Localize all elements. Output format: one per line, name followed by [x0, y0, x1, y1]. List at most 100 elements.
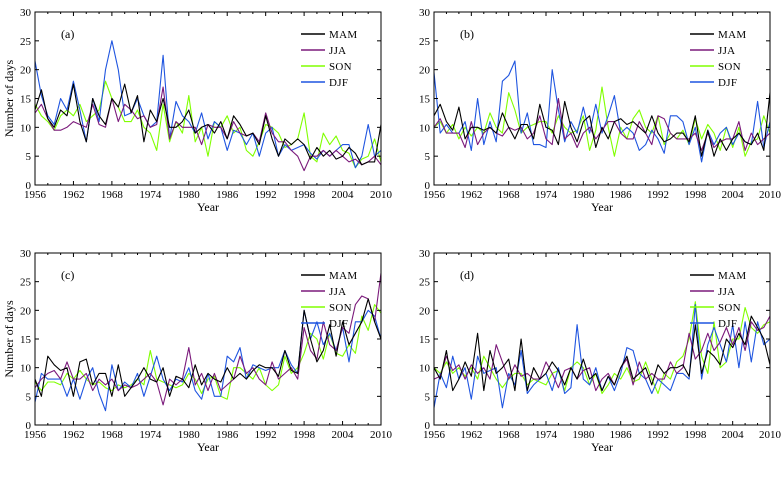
x-tick-label: 2010	[759, 189, 782, 201]
panel-label: (d)	[460, 268, 474, 282]
legend-label-son: SON	[329, 302, 352, 314]
x-tick-label: 2004	[332, 189, 355, 201]
series-line-mam	[34, 83, 382, 166]
x-tick-label: 1974	[139, 429, 162, 441]
x-tick-label: 1956	[423, 189, 446, 201]
x-tick-label: 1980	[178, 429, 201, 441]
y-tick-label: 5	[26, 151, 32, 163]
y-tick-label: 30	[419, 7, 431, 19]
legend: MAM JJA SON DJF	[301, 270, 357, 330]
x-tick-label: 1956	[24, 189, 47, 201]
x-tick-label: 1986	[610, 429, 633, 441]
x-tick-label: 1974	[535, 189, 558, 201]
legend-label-jja: JJA	[329, 286, 346, 298]
legend-label-jja: JJA	[718, 45, 735, 57]
series-lines	[34, 273, 382, 412]
x-axis-title: Year	[197, 200, 219, 214]
y-tick-label: 25	[20, 36, 32, 48]
series-line-son	[433, 86, 771, 157]
y-tick-label: 0	[26, 180, 32, 192]
x-tick-label: 1998	[684, 429, 707, 441]
series-line-son	[34, 80, 382, 169]
y-tick-label: 0	[425, 420, 431, 432]
x-tick-label: 1998	[684, 189, 707, 201]
x-tick-label: 1968	[101, 429, 124, 441]
legend-label-djf: DJF	[329, 77, 348, 89]
x-tick-label: 1968	[498, 189, 521, 201]
legend-label-mam: MAM	[329, 270, 357, 282]
legend-label-djf: DJF	[718, 318, 737, 330]
panel-c: 1956 1962 1968 1974 1980 1986 1992 1998 2004 2010…	[2, 248, 393, 454]
x-tick-label: 1986	[216, 189, 239, 201]
y-tick-label: 5	[425, 391, 431, 403]
legend-label-mam: MAM	[718, 270, 746, 282]
x-tick-label: 2004	[722, 189, 745, 201]
x-tick-label: 1992	[255, 189, 277, 201]
y-tick-label: 10	[419, 122, 431, 134]
y-tick-label: 0	[26, 420, 32, 432]
panel-b: 1956 1962 1968 1974 1980 1986 1992 1998 2004 2010…	[419, 7, 782, 214]
x-axis-title: Year	[591, 440, 613, 454]
y-axis-title: Number of days	[2, 60, 16, 138]
panel-label: (b)	[460, 27, 474, 41]
series-lines	[433, 301, 771, 409]
series-lines	[433, 60, 771, 163]
panel-d: 1956 1962 1968 1974 1980 1986 1992 1998 2004 2010…	[419, 248, 782, 454]
x-tick-label: 2010	[759, 429, 782, 441]
x-tick-label: 1998	[293, 429, 316, 441]
x-tick-label: 1980	[572, 189, 595, 201]
y-tick-label: 10	[20, 122, 32, 134]
series-line-djf	[433, 60, 771, 163]
legend-label-son: SON	[718, 61, 741, 73]
legend-label-djf: DJF	[718, 77, 737, 89]
x-tick-label: 2010	[370, 429, 393, 441]
x-tick-label: 1974	[535, 429, 558, 441]
series-line-jja	[34, 86, 382, 172]
y-tick-label: 15	[419, 94, 431, 106]
y-tick-label: 30	[419, 248, 431, 260]
series-lines	[34, 40, 382, 172]
y-tick-label: 20	[419, 305, 431, 317]
panel-label: (c)	[61, 268, 74, 282]
x-tick-label: 1974	[139, 189, 162, 201]
series-line-son	[433, 301, 771, 395]
y-tick-label: 5	[425, 151, 431, 163]
x-tick-label: 1992	[647, 189, 669, 201]
x-tick-label: 1986	[610, 189, 633, 201]
y-tick-label: 25	[20, 277, 32, 289]
x-tick-label: 1980	[572, 429, 595, 441]
y-tick-label: 20	[20, 65, 32, 77]
series-line-mam	[433, 315, 771, 392]
x-tick-label: 1962	[62, 189, 84, 201]
legend-label-jja: JJA	[329, 45, 346, 57]
x-tick-label: 1980	[178, 189, 201, 201]
x-tick-label: 1968	[101, 189, 124, 201]
y-tick-label: 30	[20, 248, 32, 260]
y-tick-label: 30	[20, 7, 32, 19]
y-tick-label: 5	[26, 391, 32, 403]
series-line-mam	[433, 92, 771, 157]
series-line-jja	[433, 315, 771, 392]
x-tick-label: 1962	[460, 189, 482, 201]
legend: MAM JJA SON DJF	[301, 29, 357, 89]
x-tick-label: 1956	[423, 429, 446, 441]
x-tick-label: 1962	[460, 429, 482, 441]
x-tick-label: 1962	[62, 429, 84, 441]
legend-label-mam: MAM	[718, 29, 746, 41]
legend-label-son: SON	[718, 302, 741, 314]
legend: MAM JJA SON DJF	[690, 29, 746, 89]
y-tick-label: 25	[419, 36, 431, 48]
x-tick-label: 2004	[722, 429, 745, 441]
panel-label: (a)	[61, 27, 74, 41]
x-tick-label: 2010	[370, 189, 393, 201]
x-axis-title: Year	[197, 440, 219, 454]
y-tick-label: 25	[419, 277, 431, 289]
legend-label-djf: DJF	[329, 318, 348, 330]
y-tick-label: 10	[20, 363, 32, 375]
y-tick-label: 15	[20, 94, 32, 106]
series-line-djf	[34, 40, 382, 169]
x-tick-label: 2004	[332, 429, 355, 441]
legend: MAM JJA SON DJF	[690, 270, 746, 330]
x-tick-label: 1968	[498, 429, 521, 441]
legend-label-son: SON	[329, 61, 352, 73]
